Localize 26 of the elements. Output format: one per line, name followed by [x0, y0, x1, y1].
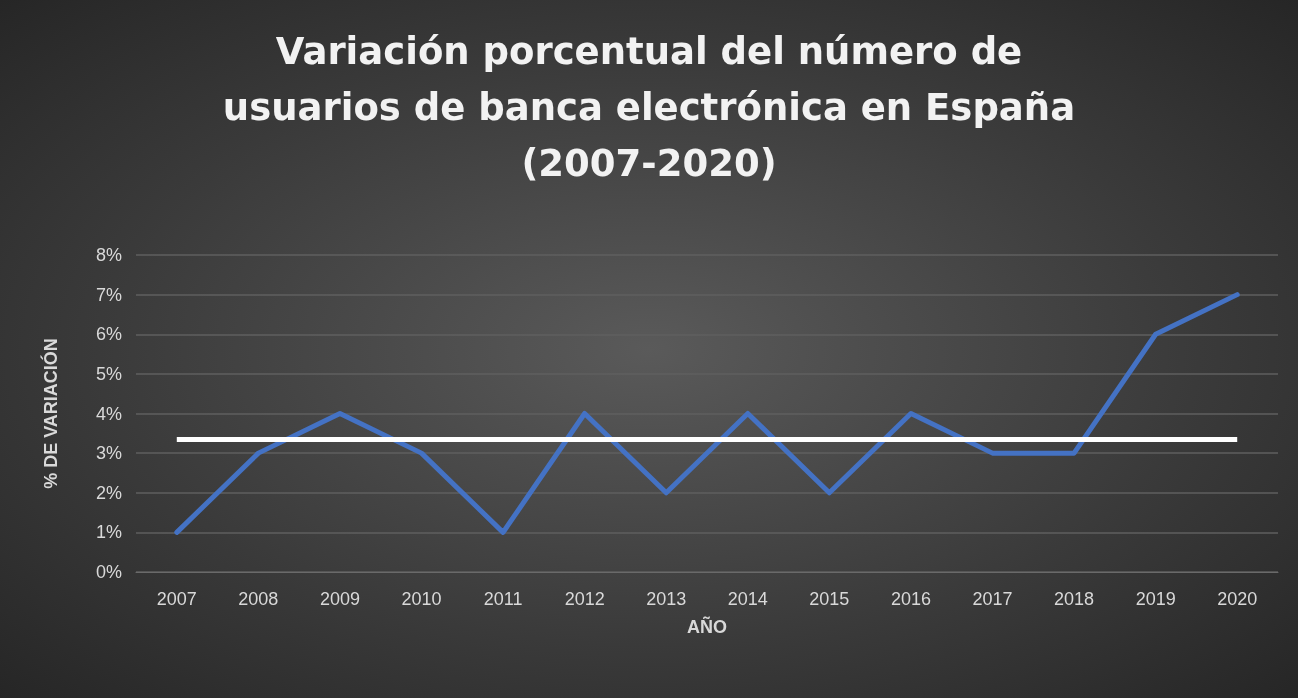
x-tick-label: 2017	[972, 589, 1013, 609]
x-tick-label: 2012	[564, 589, 605, 609]
y-tick-label: 1%	[95, 522, 122, 543]
y-tick-label: 2%	[95, 482, 122, 503]
x-tick-label: 2018	[1054, 589, 1095, 609]
y-tick-label: 8%	[95, 245, 122, 265]
y-tick-label: 3%	[95, 443, 122, 464]
x-axis-title: AÑO	[687, 616, 727, 637]
x-tick-label: 2019	[1135, 589, 1176, 609]
y-tick-label: 7%	[95, 284, 122, 305]
x-tick-label: 2008	[238, 589, 279, 609]
x-tick-label: 2011	[483, 589, 523, 609]
x-tick-label: 2015	[809, 589, 850, 609]
x-tick-label: 2014	[727, 589, 768, 609]
y-tick-label: 4%	[95, 403, 122, 424]
x-tick-label: 2007	[156, 589, 197, 609]
x-tick-label: 2010	[401, 589, 442, 609]
x-tick-label: 2016	[890, 589, 931, 609]
y-tick-label: 0%	[95, 562, 122, 582]
y-tick-label: 6%	[95, 324, 122, 345]
x-tick-label: 2009	[319, 589, 360, 609]
chart-title: Variación porcentual del número de usuarios de banca electrónica en España (2007-2020)	[222, 29, 1076, 185]
y-tick-label: 5%	[95, 363, 122, 384]
x-tick-label: 2013	[646, 589, 687, 609]
y-axis-title: % DE VARIACIÓN	[40, 338, 61, 489]
x-tick-label: 2020	[1217, 589, 1258, 609]
